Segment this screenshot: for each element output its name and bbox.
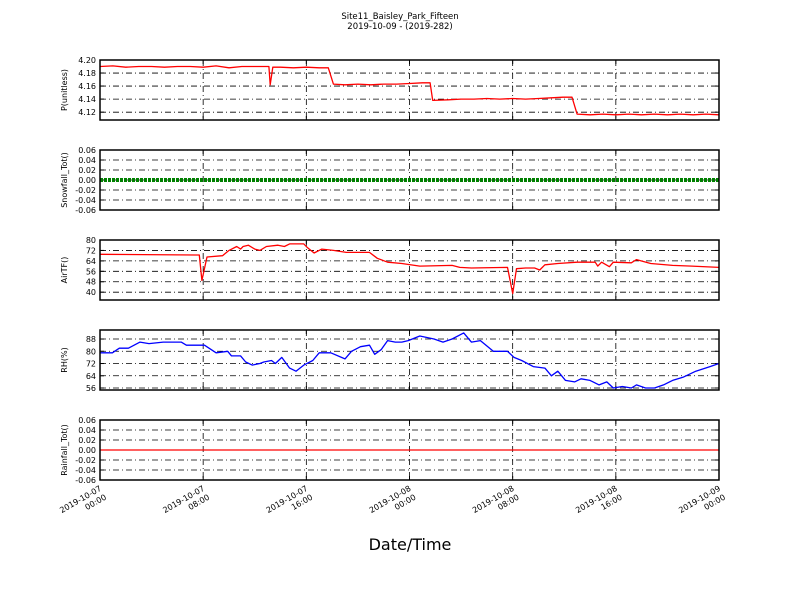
y-tick-label: 0.00 bbox=[78, 176, 96, 185]
y-tick-label: 72 bbox=[86, 246, 96, 255]
y-tick-label: -0.02 bbox=[75, 456, 96, 465]
x-tick-label: 2019-10-0900:00 bbox=[677, 484, 727, 524]
x-tick-label: 2019-10-0808:00 bbox=[471, 484, 521, 524]
y-axis-label: RH(%) bbox=[60, 347, 69, 372]
y-tick-label: 4.16 bbox=[78, 82, 96, 91]
y-tick-label: 0.00 bbox=[78, 446, 96, 455]
x-axis-label: Date/Time bbox=[369, 535, 452, 554]
y-tick-label: 40 bbox=[86, 288, 96, 297]
y-tick-label: -0.04 bbox=[75, 196, 96, 205]
data-series-line bbox=[100, 332, 720, 389]
y-tick-label: 0.06 bbox=[78, 416, 96, 425]
x-tick-label: 2019-10-0708:00 bbox=[161, 484, 211, 524]
y-axis-label: Rainfall_Tot() bbox=[60, 424, 69, 476]
y-tick-label: 4.18 bbox=[78, 69, 96, 78]
axes-frame bbox=[99, 419, 720, 481]
y-tick-label: -0.06 bbox=[75, 206, 96, 215]
y-tick-label: 80 bbox=[86, 236, 96, 245]
axes-frame bbox=[99, 329, 720, 391]
axes-frame bbox=[99, 149, 720, 211]
y-tick-label: -0.02 bbox=[75, 186, 96, 195]
x-tick-label: 2019-10-0816:00 bbox=[574, 484, 624, 524]
x-tick-label: 2019-10-0800:00 bbox=[368, 484, 418, 524]
y-tick-label: 64 bbox=[86, 372, 96, 381]
panel-1: -0.06-0.04-0.020.000.020.040.06 Snowfall_… bbox=[60, 146, 720, 215]
y-tick-label: 80 bbox=[86, 347, 96, 356]
y-tick-label: 0.02 bbox=[78, 436, 96, 445]
y-tick-label: -0.04 bbox=[75, 466, 96, 475]
y-tick-label: 88 bbox=[86, 335, 96, 344]
y-tick-label: 48 bbox=[86, 278, 96, 287]
y-tick-label: 0.04 bbox=[78, 426, 96, 435]
y-axis-label: AirTF() bbox=[60, 257, 69, 284]
y-axis-label: P(unitless) bbox=[60, 69, 69, 111]
y-tick-label: 0.04 bbox=[78, 156, 96, 165]
y-tick-label: 56 bbox=[86, 267, 96, 276]
y-tick-label: 56 bbox=[86, 384, 96, 393]
panel-3: 56 64 72 80 88 RH(%) bbox=[60, 329, 720, 393]
y-tick-label: -0.06 bbox=[75, 476, 96, 485]
y-tick-label: 4.20 bbox=[78, 56, 96, 65]
axes-frame bbox=[99, 59, 720, 121]
panel-0: 4.12 4.14 4.16 4.18 4.20 P(unitless) bbox=[60, 56, 720, 121]
data-series-line bbox=[99, 65, 720, 116]
y-tick-label: 0.02 bbox=[78, 166, 96, 175]
y-tick-label: 64 bbox=[86, 257, 96, 266]
y-tick-label: 0.06 bbox=[78, 146, 96, 155]
chart-title: Site11_Baisley_Park_Fifteen bbox=[341, 12, 458, 22]
y-tick-label: 4.14 bbox=[78, 95, 96, 104]
y-axis-label: Snowfall_Tot() bbox=[60, 152, 69, 208]
panel-4: -0.06-0.04-0.020.000.020.040.06 Rainfall_… bbox=[60, 416, 720, 485]
axes-frame bbox=[99, 239, 720, 301]
y-tick-label: 72 bbox=[86, 360, 96, 369]
x-tick-label: 2019-10-0716:00 bbox=[265, 484, 315, 524]
y-tick-label: 4.12 bbox=[78, 108, 96, 117]
chart-subtitle: 2019-10-09 - (2019-282) bbox=[347, 22, 452, 32]
x-tick-label: 2019-10-0700:00 bbox=[58, 484, 108, 524]
data-series-line bbox=[99, 243, 720, 295]
